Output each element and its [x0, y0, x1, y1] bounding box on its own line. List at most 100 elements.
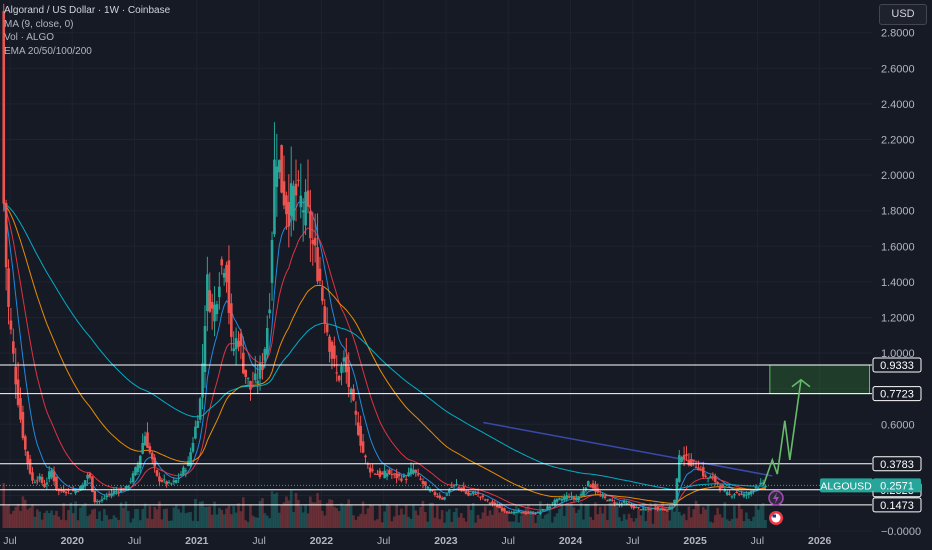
volume-bar	[172, 507, 176, 528]
candle-body	[43, 484, 46, 488]
volume-bar	[577, 509, 580, 528]
volume-bar	[579, 502, 583, 528]
volume-bar	[268, 518, 271, 528]
volume-bar	[258, 500, 262, 528]
volume-bar	[601, 513, 604, 528]
price-axis[interactable]: 2.8000 2.6000 2.4000 2.2000 2.0000 1.8000 1.60…	[881, 28, 921, 538]
projection-arrow[interactable]	[762, 378, 811, 486]
candle-body	[438, 495, 442, 498]
volume-bar	[110, 519, 113, 528]
volume-bar	[138, 520, 142, 528]
candle-body	[706, 477, 710, 480]
candle-body	[131, 473, 135, 483]
candle-body	[639, 509, 643, 511]
candle-body	[414, 469, 418, 473]
candle-body	[335, 372, 339, 374]
candle-body	[251, 385, 255, 387]
indicator-ema[interactable]: EMA 20/50/100/200	[4, 45, 92, 57]
volume-bar	[119, 502, 123, 528]
volume-bar	[246, 521, 250, 528]
candle-body	[474, 493, 477, 495]
volume-bar	[685, 520, 688, 528]
volume-bar	[481, 512, 485, 528]
horizontal-levels[interactable]: 0.93330.77230.37830.23230.1473ALGOUSD0.2…	[0, 357, 922, 513]
indicator-volume[interactable]: Vol · ALGO	[4, 32, 55, 43]
volume-bar	[373, 520, 377, 528]
candle-body	[356, 422, 360, 435]
grid-lines	[0, 0, 872, 532]
candle-body	[594, 484, 597, 492]
candle-body	[47, 471, 51, 479]
volume-bar	[500, 503, 504, 528]
volume-bar	[297, 499, 300, 528]
volume-bar	[491, 514, 494, 528]
volume-bar	[354, 519, 358, 528]
candle-body	[55, 476, 58, 490]
candle-body	[198, 398, 202, 420]
volume-bar	[7, 504, 10, 528]
candle-body	[7, 268, 10, 307]
volume-bar	[687, 506, 691, 528]
candle-body	[718, 485, 722, 490]
volume-bar	[517, 522, 521, 528]
volume-bar	[759, 504, 763, 528]
candle-body	[227, 260, 231, 313]
target-zone[interactable]	[769, 364, 871, 395]
volume-bar	[253, 517, 257, 528]
currency-button[interactable]: USD	[879, 4, 927, 25]
volume-bar	[95, 518, 99, 528]
volume-bar	[711, 522, 715, 528]
candle-body	[642, 508, 645, 510]
indicator-ma[interactable]: MA (9, close, 0)	[4, 18, 74, 30]
time-axis[interactable]: Jul 2020 Jul 2021 Jul 2022 Jul 2023 Jul 2024 Jul 20…	[3, 535, 831, 547]
volume-bar	[438, 519, 442, 528]
candle-body	[404, 479, 408, 481]
candle-body	[119, 488, 123, 493]
volume-bar	[191, 520, 195, 528]
event-icons[interactable]	[768, 490, 784, 525]
volume-bar	[359, 513, 362, 528]
volume-bar	[733, 505, 736, 528]
candle-body	[50, 470, 53, 478]
volume-bar	[117, 520, 121, 528]
volume-bar	[349, 505, 353, 528]
candle-body	[28, 458, 32, 474]
candle-body	[536, 511, 540, 514]
volume-bar	[215, 514, 219, 528]
candle-body	[697, 467, 700, 471]
volume-bar	[366, 508, 370, 528]
volume-bar	[241, 497, 245, 528]
volume-bar	[105, 515, 109, 528]
candle-body	[503, 508, 506, 512]
volume-bar	[340, 503, 343, 528]
volume-bar	[443, 522, 446, 528]
level-tag-2	[872, 456, 922, 472]
volume-bar	[208, 506, 212, 528]
candle-body	[380, 472, 384, 475]
volume-bar	[450, 521, 454, 528]
target-zone-box	[769, 364, 871, 395]
volume-bar	[553, 516, 557, 528]
candle-body	[565, 495, 569, 500]
volume-bar	[419, 507, 422, 528]
volume-bar	[493, 506, 497, 528]
candle-body	[713, 476, 717, 482]
volume-bar	[347, 499, 351, 528]
lightning-glyph	[773, 492, 779, 504]
volume-bar	[213, 501, 216, 528]
candle-body	[546, 506, 549, 510]
candle-body	[306, 190, 310, 207]
candle-body	[584, 487, 588, 491]
chart-title: Algorand / US Dollar · 1W · Coinbase	[4, 5, 171, 16]
volume-bar	[479, 518, 482, 528]
volume-bar	[230, 514, 233, 528]
volume-bar	[385, 504, 389, 528]
volume-bar	[378, 504, 382, 528]
candle-body	[666, 510, 669, 512]
volume-bar	[764, 519, 767, 528]
volume-bar	[627, 513, 631, 528]
volume-bar	[244, 520, 247, 528]
volume-bar	[534, 523, 537, 528]
volume-bar	[675, 502, 679, 528]
